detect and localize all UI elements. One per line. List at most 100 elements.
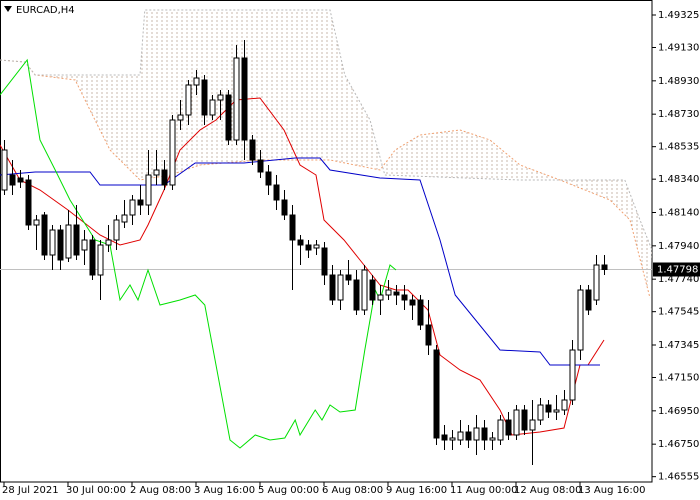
indicator-line <box>0 58 397 449</box>
x-tick-label: 12 Aug 08:00 <box>514 485 581 496</box>
y-tick-label: 1.46950 <box>658 406 699 417</box>
y-tick-label: 1.48535 <box>658 142 699 153</box>
candle-body <box>201 79 208 116</box>
candle-body <box>217 94 224 101</box>
y-tick-label: 1.48730 <box>658 109 699 120</box>
candle-body <box>1 149 8 191</box>
candle-body <box>241 57 248 141</box>
cloud-span <box>0 59 651 299</box>
y-tick-label: 1.46750 <box>658 439 699 450</box>
candle-body <box>25 179 32 226</box>
x-tick-label: 30 Jul 00:00 <box>66 485 126 496</box>
candle-body <box>577 289 584 351</box>
candle-body <box>225 94 232 141</box>
candle-body <box>81 239 88 251</box>
candle-body <box>249 139 256 161</box>
candle-body <box>601 264 608 270</box>
candle-body <box>185 84 192 116</box>
plot-area <box>0 9 652 465</box>
candle-body <box>289 214 296 241</box>
candle-body <box>345 274 352 281</box>
candle-body <box>97 244 104 276</box>
candle-body <box>169 119 176 186</box>
candle-body <box>41 214 48 256</box>
candle-body <box>473 427 480 441</box>
price-label-bg <box>653 262 700 277</box>
candle-body <box>89 239 96 276</box>
y-tick-label: 1.47545 <box>658 307 699 318</box>
cloud-span <box>0 9 652 251</box>
candle-body <box>497 419 504 441</box>
candle-body <box>361 269 368 311</box>
candle-body <box>257 159 264 173</box>
candle-body <box>273 184 280 201</box>
candle-body <box>529 419 536 431</box>
y-tick-label: 1.48930 <box>658 76 699 87</box>
x-tick-label: 2 Aug 08:00 <box>130 485 191 496</box>
x-tick-label: 9 Aug 16:00 <box>386 485 447 496</box>
candle-body <box>417 299 424 326</box>
candle-body <box>113 219 120 241</box>
y-tick-label: 1.47150 <box>658 373 699 384</box>
candle-body <box>193 77 200 86</box>
candle-body <box>481 427 488 441</box>
candle-body <box>153 169 160 176</box>
indicator-line <box>0 157 600 366</box>
candle-body <box>73 224 80 256</box>
candle-body <box>409 299 416 306</box>
y-tick-label: 1.47940 <box>658 241 699 252</box>
candle-body <box>233 57 240 141</box>
y-tick-label: 1.49325 <box>658 10 699 21</box>
candle-body <box>65 224 72 259</box>
cloud-fill <box>0 10 652 298</box>
candle-body <box>137 199 144 206</box>
candle-body <box>177 114 184 121</box>
candle-body <box>441 434 448 441</box>
candle-body <box>561 399 568 411</box>
candle-body <box>57 229 64 261</box>
candle-body <box>537 404 544 421</box>
y-tick-label: 1.49130 <box>658 43 699 54</box>
candle-body <box>585 289 592 311</box>
candle-body <box>33 219 40 226</box>
candle-body <box>353 279 360 311</box>
y-tick-label: 1.47740 <box>658 274 699 285</box>
candle-body <box>377 294 384 301</box>
candle-body <box>513 409 520 436</box>
candle-body <box>385 289 392 296</box>
chart-title: EURCAD,H4 <box>16 5 75 16</box>
candle-body <box>305 244 312 251</box>
candle-body <box>449 437 456 441</box>
candle-body <box>145 174 152 206</box>
candle-body <box>161 169 168 186</box>
candle-body <box>489 437 496 441</box>
y-tick-label: 1.47345 <box>658 340 699 351</box>
candle-body <box>569 349 576 401</box>
candle-body <box>545 404 552 413</box>
x-tick-label: 28 Jul 2021 <box>2 485 59 496</box>
candle-body <box>457 431 464 441</box>
x-tick-label: 11 Aug 00:00 <box>450 485 517 496</box>
candle-body <box>401 294 408 301</box>
candle-body <box>49 229 56 256</box>
candle-body <box>209 99 216 116</box>
candle-body <box>265 171 272 186</box>
candle-body <box>105 239 112 246</box>
candle-body <box>321 247 328 276</box>
x-tick-label: 5 Aug 00:00 <box>258 485 319 496</box>
candle-body <box>337 274 344 301</box>
x-tick-label: 6 Aug 08:00 <box>322 485 383 496</box>
candle-body <box>329 274 336 301</box>
candle-body <box>465 431 472 441</box>
candle-body <box>593 264 600 301</box>
axes: 1.49325 1.49130 1.48930 1.48730 1.48535 1.483… <box>2 10 700 496</box>
menu-triangle[interactable] <box>4 6 12 12</box>
y-tick-label: 1.48340 <box>658 174 699 185</box>
candle-body <box>313 244 320 249</box>
y-tick-label: 1.46555 <box>658 472 699 483</box>
candle-body <box>393 291 400 296</box>
candle-body <box>129 199 136 216</box>
candle-body <box>121 214 128 223</box>
candle-body <box>9 174 16 186</box>
